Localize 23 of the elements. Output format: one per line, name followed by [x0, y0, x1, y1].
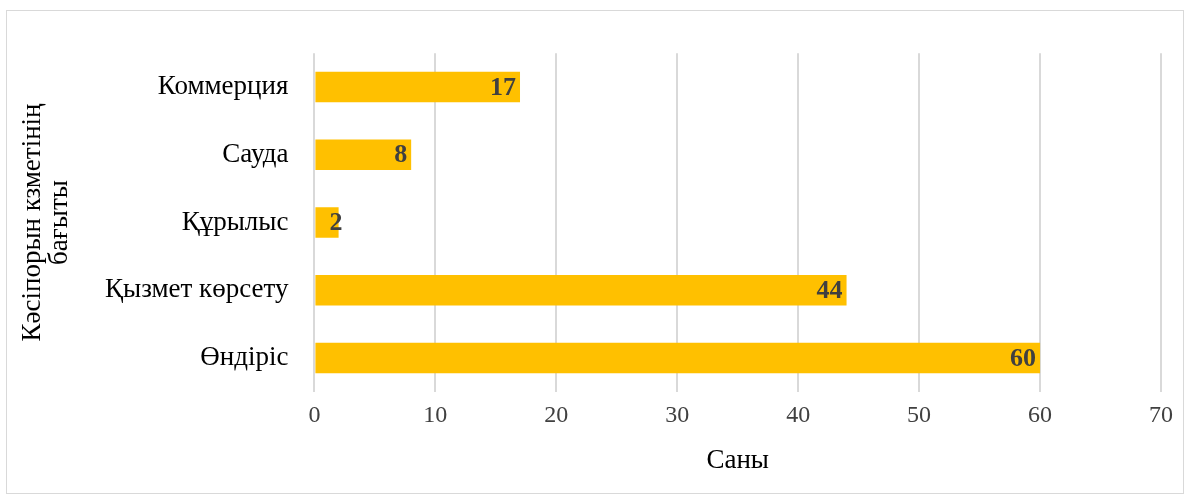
y-tick-label: Құрылыс: [181, 205, 289, 236]
y-tick-label: Өндіріс: [200, 341, 289, 372]
data-label: 44: [816, 274, 843, 304]
x-axis-title: Саны: [706, 443, 769, 474]
bar: [315, 71, 521, 103]
x-tick-label: 20: [544, 401, 569, 428]
bar: [315, 274, 847, 306]
data-label: 17: [490, 71, 517, 101]
y-tick-label: Коммерция: [157, 70, 289, 101]
y-axis-title: Кәсіпорын кзметінің бағыты: [15, 102, 73, 342]
x-tick-label: 10: [423, 401, 448, 428]
x-tick-label: 30: [665, 401, 690, 428]
x-tick-label: 40: [786, 401, 811, 428]
bar: [315, 139, 412, 171]
y-tick-label: Қызмет көрсету: [104, 273, 289, 304]
data-label: 60: [1010, 342, 1037, 372]
data-label: 8: [394, 139, 408, 169]
x-tick-label: 0: [308, 401, 321, 428]
bar: [315, 342, 1041, 374]
x-tick-label: 60: [1028, 401, 1053, 428]
x-tick-label: 50: [907, 401, 932, 428]
y-tick-label: Сауда: [222, 137, 289, 168]
x-tick-label: 70: [1149, 401, 1173, 428]
